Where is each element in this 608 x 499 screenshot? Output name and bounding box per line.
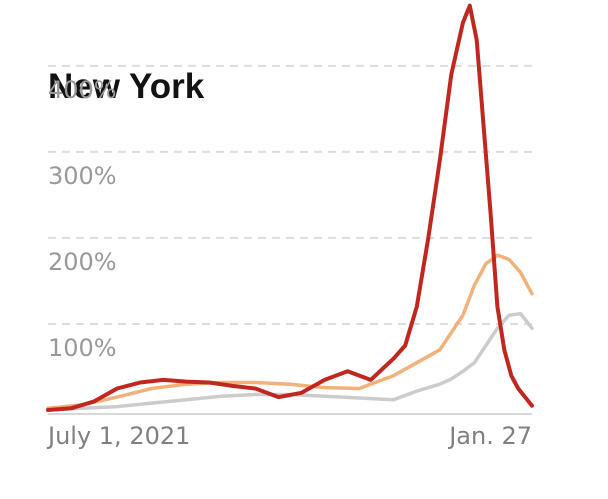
- x-tick-label-start: July 1, 2021: [46, 422, 190, 450]
- x-tick-label-end: Jan. 27: [447, 422, 532, 450]
- series-layer: [46, 3, 534, 412]
- series-line-gray: [46, 311, 534, 412]
- series-line-orange: [46, 253, 534, 411]
- y-tick-label-200: 200%: [48, 248, 117, 276]
- series-line-red: [46, 3, 534, 412]
- y-tick-label-100: 100%: [48, 334, 117, 362]
- chart-title: New York: [48, 67, 205, 106]
- grid-layer: [48, 64, 532, 325]
- y-tick-label-400: 400%: [48, 76, 117, 104]
- y-tick-label-300: 300%: [48, 162, 117, 190]
- y-tick-labels: 100% 200% 300% 400%: [48, 76, 117, 362]
